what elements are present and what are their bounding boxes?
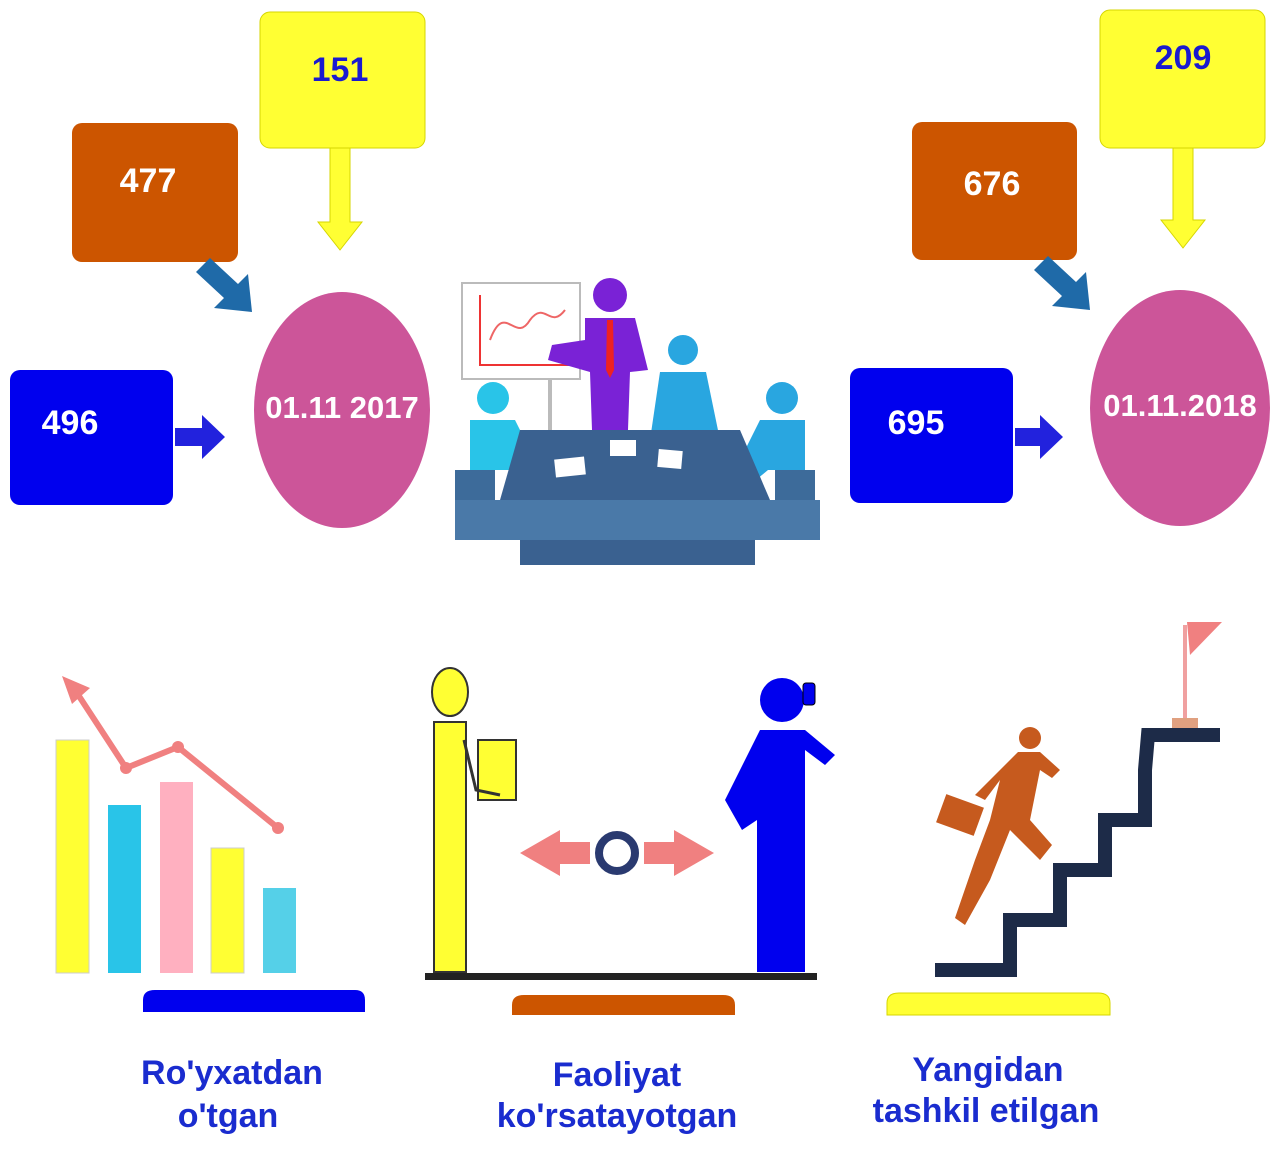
legend-label: Yangidan (912, 1051, 1063, 1089)
people-icon (425, 667, 835, 1015)
arrow (1034, 256, 1090, 310)
new-box (1099, 9, 1266, 149)
arrow (175, 415, 225, 459)
active-count: 676 (964, 165, 1021, 203)
date: 01.11.2018 (1103, 388, 1256, 423)
new-count: 209 (1155, 39, 1212, 77)
stairs-icon (886, 622, 1222, 1016)
period-2018: 209 676 695 01.11.2018 (850, 9, 1270, 526)
platform (512, 995, 735, 1015)
legend-label: tashkil etilgan (873, 1092, 1100, 1130)
registered-count: 695 (888, 404, 945, 442)
registered-count: 496 (42, 404, 99, 442)
active-box (912, 122, 1077, 260)
legend-label: ko'rsatayotgan (497, 1097, 738, 1135)
registered-box (10, 370, 173, 505)
date-circle (254, 292, 430, 528)
date-circle (1090, 290, 1270, 526)
arrow (1159, 147, 1207, 249)
chart-icon (55, 676, 365, 1012)
legend-label: Ro'yxatdan (141, 1054, 323, 1092)
new-count: 151 (312, 51, 369, 89)
platform (143, 990, 365, 1012)
active-box (72, 123, 238, 262)
period-2017: 151 477 496 01.11 2017 (10, 11, 430, 528)
legend-label: Faoliyat (553, 1056, 681, 1094)
registered-box (850, 368, 1013, 503)
arrow (196, 258, 252, 312)
meeting-icon (455, 278, 820, 565)
legend-label: o'tgan (178, 1097, 279, 1135)
active-count: 477 (120, 162, 177, 200)
arrow (316, 147, 364, 251)
platform (886, 992, 1111, 1016)
arrow (1015, 415, 1063, 459)
date: 01.11 2017 (265, 390, 418, 425)
